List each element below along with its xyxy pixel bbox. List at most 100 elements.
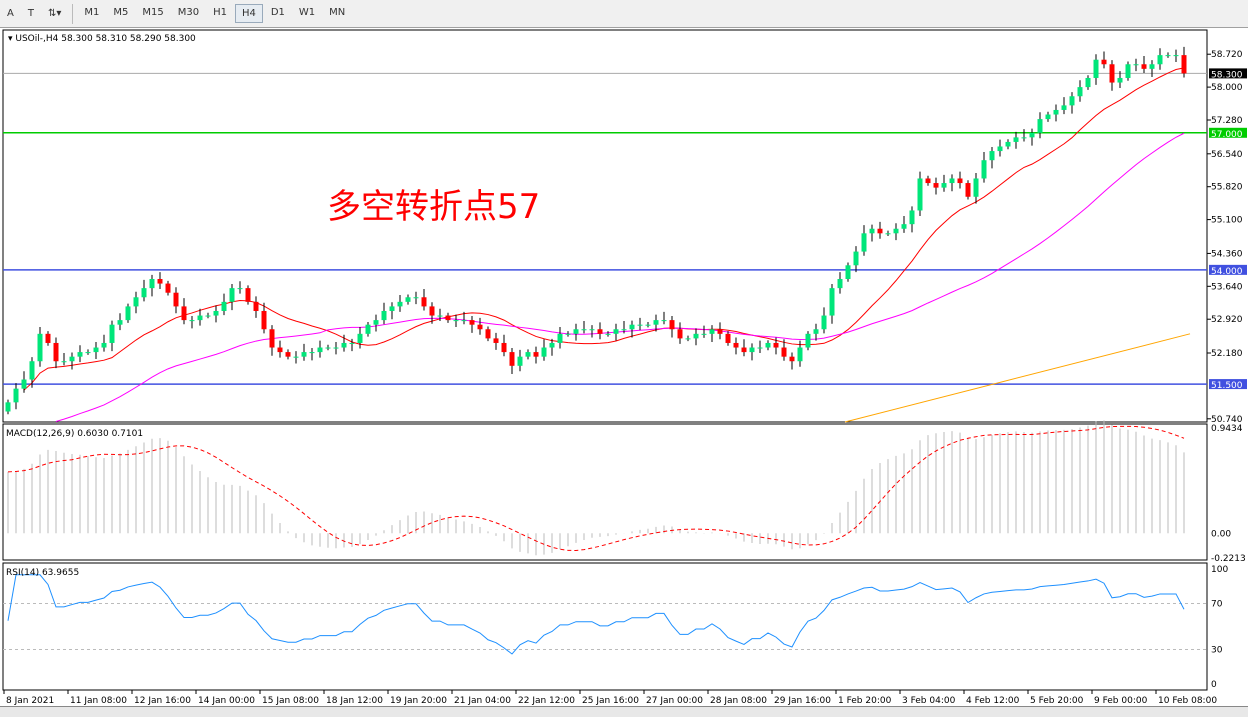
- candle-body: [629, 324, 635, 330]
- candle-body: [533, 352, 539, 357]
- horizontal-scrollbar[interactable]: [0, 706, 1248, 717]
- timeframe-d1[interactable]: D1: [270, 7, 285, 18]
- arrows-icon[interactable]: ⇅▾: [47, 8, 62, 19]
- candle-body: [45, 333, 51, 343]
- candle-body: [757, 347, 763, 349]
- candle-body: [869, 228, 875, 234]
- candle-body: [245, 288, 251, 302]
- candle-body: [309, 352, 315, 354]
- time-label: 14 Jan 00:00: [198, 696, 255, 706]
- timeframe-h1[interactable]: H1: [213, 7, 227, 18]
- candle-body: [685, 338, 691, 340]
- candle-body: [941, 183, 947, 188]
- candle-body: [165, 283, 171, 293]
- candle-body: [1021, 137, 1027, 139]
- candle-body: [957, 178, 963, 184]
- candle-body: [597, 329, 603, 334]
- price-tick-label: 56.540: [1211, 150, 1243, 160]
- candle-body: [781, 347, 787, 357]
- candle-body: [285, 352, 291, 357]
- timeframe-m5[interactable]: M5: [113, 7, 129, 18]
- time-label: 19 Jan 20:00: [390, 696, 447, 706]
- rsi-tick-label: 70: [1211, 600, 1223, 610]
- candle-body: [341, 342, 347, 348]
- candle-body: [1181, 55, 1187, 74]
- candle-body: [917, 178, 923, 211]
- candle-body: [733, 342, 739, 348]
- timeframe-mn[interactable]: MN: [329, 7, 346, 18]
- candle-body: [717, 329, 723, 334]
- text-label-icon[interactable]: T: [27, 8, 34, 19]
- candle-body: [1141, 64, 1147, 69]
- candle-body: [29, 361, 35, 380]
- candle-body: [485, 329, 491, 339]
- candle-body: [749, 347, 755, 353]
- macd-tick-label: -0.2213: [1211, 554, 1246, 564]
- candle-body: [517, 356, 523, 366]
- candle-body: [133, 297, 139, 307]
- candle-body: [1157, 55, 1163, 65]
- main-panel-frame: [2, 29, 1208, 423]
- time-label: 12 Jan 16:00: [134, 696, 191, 706]
- candle-body: [637, 324, 643, 326]
- timeframe-m30[interactable]: M30: [177, 7, 200, 18]
- price-tick-label: 58.720: [1211, 50, 1243, 60]
- candle-body: [845, 265, 851, 279]
- candle-body: [933, 183, 939, 188]
- candle-body: [1077, 87, 1083, 97]
- candle-body: [389, 306, 395, 311]
- candle-body: [325, 347, 331, 349]
- level-label: 51.500: [1211, 381, 1243, 391]
- timeframe-w1[interactable]: W1: [298, 7, 316, 18]
- candle-body: [429, 306, 435, 316]
- macd-label: MACD(12,26,9) 0.6030 0.7101: [6, 429, 143, 439]
- candle-body: [53, 342, 59, 362]
- candle-body: [901, 224, 907, 229]
- candle-body: [61, 361, 67, 363]
- candle-body: [317, 347, 323, 353]
- candle-body: [301, 352, 307, 357]
- timeframe-m15[interactable]: M15: [142, 7, 164, 18]
- macd-signal-line: [7, 425, 1185, 552]
- candle-body: [413, 297, 419, 299]
- candle-body: [269, 329, 275, 348]
- candle-body: [1029, 132, 1035, 138]
- timeframe-m1[interactable]: M1: [84, 7, 100, 18]
- candle-body: [525, 352, 531, 357]
- candle-body: [157, 278, 163, 284]
- rsi-tick-label: 0: [1211, 680, 1217, 690]
- candle-body: [621, 329, 627, 331]
- candle-body: [981, 160, 987, 179]
- candle-body: [669, 320, 675, 330]
- candle-body: [1005, 141, 1011, 147]
- candle-body: [229, 288, 235, 302]
- candle-body: [93, 347, 99, 353]
- rsi-tick-label: 100: [1211, 565, 1228, 575]
- candle-body: [949, 178, 955, 184]
- time-label: 25 Jan 16:00: [582, 696, 639, 706]
- price-tick-label: 55.100: [1211, 216, 1243, 226]
- candle-body: [581, 329, 587, 331]
- candle-body: [357, 333, 363, 343]
- candle-body: [829, 288, 835, 316]
- time-label: 28 Jan 08:00: [710, 696, 767, 706]
- macd-panel-frame: [2, 423, 1208, 561]
- candle-body: [373, 320, 379, 325]
- candle-body: [973, 178, 979, 197]
- timeframe-h4[interactable]: H4: [234, 4, 263, 23]
- candle-body: [1053, 109, 1059, 115]
- candle-body: [117, 320, 123, 325]
- candle-body: [1069, 96, 1075, 106]
- candle-body: [885, 233, 891, 235]
- candle-body: [197, 315, 203, 321]
- candle-body: [1109, 64, 1115, 83]
- candle-body: [1133, 64, 1139, 66]
- level-label: 57.000: [1211, 130, 1243, 140]
- candle-body: [205, 315, 211, 317]
- text-icon[interactable]: A: [7, 8, 14, 19]
- candle-body: [149, 278, 155, 289]
- time-label: 1 Feb 20:00: [838, 696, 892, 706]
- candle-body: [13, 388, 19, 403]
- candle-body: [613, 329, 619, 334]
